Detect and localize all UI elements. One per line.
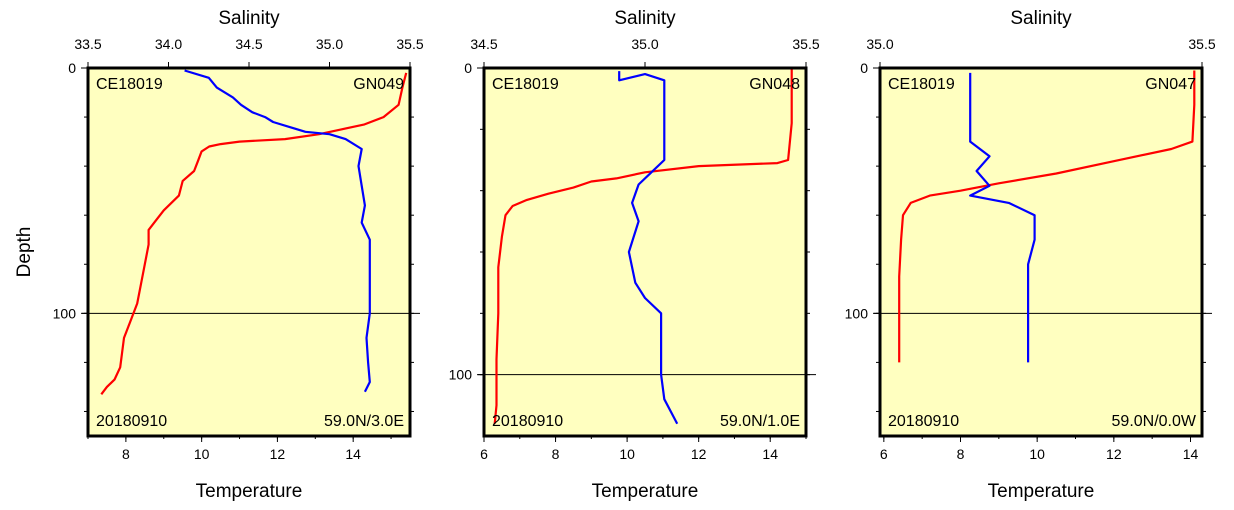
salinity-profile-line	[184, 69, 371, 393]
temperature-profile-line	[898, 70, 1196, 363]
cruise-label: CE18019	[96, 76, 163, 93]
depth-tick-label: 100	[845, 305, 869, 321]
position-label: 59.0N/1.0E	[720, 413, 800, 430]
plot-area	[88, 68, 410, 436]
temperature-tick-label: 12	[1106, 446, 1122, 462]
temperature-profile-line	[493, 68, 793, 424]
temperature-profile-line	[100, 72, 408, 395]
depth-tick-label: 0	[464, 60, 472, 76]
temperature-tick-label: 12	[270, 446, 286, 462]
depth-axis-title: Depth	[14, 227, 35, 278]
temperature-tick-label: 8	[552, 446, 560, 462]
temperature-axis-title: Temperature	[592, 481, 699, 502]
cruise-label: CE18019	[492, 76, 559, 93]
profile-panel-2: 0 100 6 8 10 12 14 34.5 35.0 35.5 CE18019 GN048 2018…	[449, 8, 820, 502]
salinity-axis-title: Salinity	[1010, 8, 1072, 29]
profile-panel-1: 0 100 8 10 12 14 33.5 34.0 34.5 35.0 35.5 CE18019 GN…	[14, 8, 424, 502]
salinity-tick-label: 35.5	[792, 36, 819, 52]
station-label: GN048	[749, 76, 800, 93]
temperature-tick-label: 6	[880, 446, 888, 462]
date-label: 20180910	[492, 413, 563, 430]
salinity-tick-label: 33.5	[74, 36, 101, 52]
temperature-tick-label: 14	[762, 446, 778, 462]
salinity-tick-label: 35.5	[1188, 36, 1215, 52]
plot-area	[484, 68, 806, 436]
depth-tick-label: 100	[53, 305, 77, 321]
temperature-tick-label: 10	[619, 446, 635, 462]
salinity-tick-label: 35.0	[866, 36, 893, 52]
plot-frame	[878, 66, 1204, 438]
salinity-tick-label: 34.0	[155, 36, 182, 52]
temperature-tick-label: 10	[1029, 446, 1045, 462]
temperature-tick-label: 8	[122, 446, 130, 462]
salinity-profile-line	[969, 72, 1036, 363]
temperature-axis-title: Temperature	[988, 481, 1095, 502]
salinity-tick-label: 34.5	[235, 36, 262, 52]
position-label: 59.0N/3.0E	[324, 413, 404, 430]
salinity-tick-label: 35.0	[631, 36, 658, 52]
profile-panel-3: 0 100 6 8 10 12 14 35.0 35.5 CE18019 GN047 20180910…	[845, 8, 1216, 502]
salinity-tick-label: 35.5	[396, 36, 423, 52]
temperature-tick-label: 8	[957, 446, 965, 462]
position-label: 59.0N/0.0W	[1112, 413, 1197, 430]
date-label: 20180910	[888, 413, 959, 430]
temperature-tick-label: 12	[691, 446, 707, 462]
date-label: 20180910	[96, 413, 167, 430]
station-label: GN049	[353, 76, 404, 93]
salinity-tick-label: 35.0	[316, 36, 343, 52]
depth-tick-label: 0	[68, 60, 76, 76]
depth-tick-label: 100	[449, 367, 473, 383]
plot-area	[880, 68, 1202, 436]
salinity-axis-title: Salinity	[614, 8, 676, 29]
plot-frame	[482, 66, 808, 438]
salinity-axis-title: Salinity	[218, 8, 280, 29]
temperature-tick-label: 14	[1183, 446, 1199, 462]
salinity-profile-line	[618, 71, 679, 425]
depth-tick-label: 0	[860, 60, 868, 76]
temperature-tick-label: 14	[345, 446, 361, 462]
salinity-tick-label: 34.5	[470, 36, 497, 52]
temperature-tick-label: 6	[480, 446, 488, 462]
plot-frame	[86, 66, 412, 438]
station-label: GN047	[1145, 76, 1196, 93]
cruise-label: CE18019	[888, 76, 955, 93]
temperature-tick-label: 10	[194, 446, 210, 462]
temperature-axis-title: Temperature	[196, 481, 303, 502]
